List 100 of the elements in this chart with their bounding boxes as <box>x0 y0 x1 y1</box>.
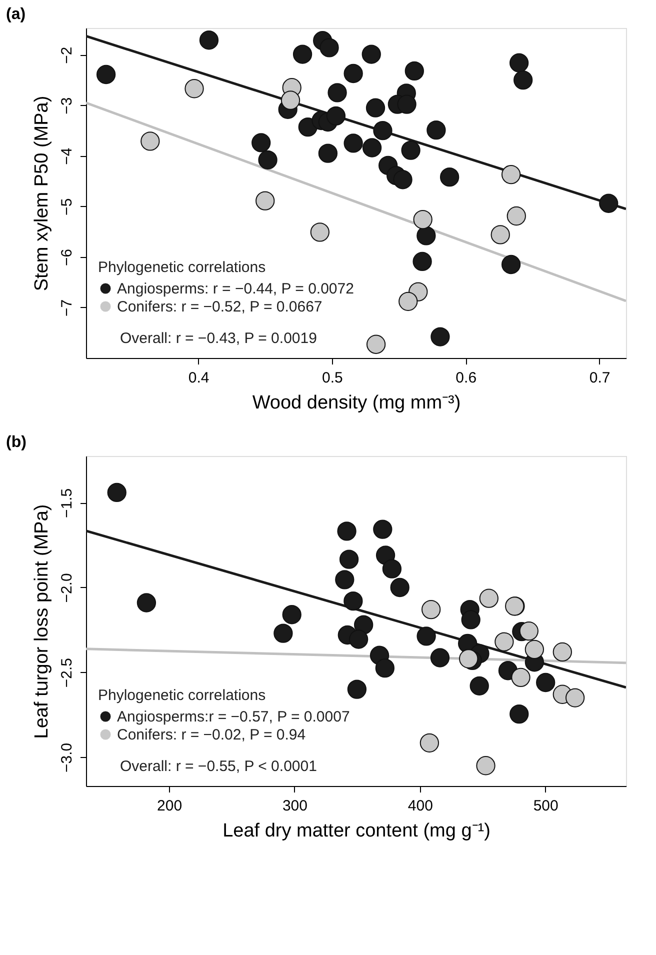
point <box>524 640 544 659</box>
y-tick-label: −7 <box>58 299 76 317</box>
point <box>421 600 441 620</box>
point <box>362 44 381 64</box>
point <box>344 134 363 153</box>
point <box>510 704 529 724</box>
point <box>335 570 354 590</box>
point <box>390 578 410 598</box>
point <box>430 648 450 668</box>
point <box>494 632 514 652</box>
y-tick-label: −3.0 <box>58 742 76 772</box>
point <box>382 559 402 578</box>
point <box>274 624 293 643</box>
y-tick-label: −4 <box>58 148 76 165</box>
point <box>107 482 126 502</box>
point <box>140 132 160 151</box>
point <box>513 70 533 90</box>
y-tick-label: −2.5 <box>58 658 76 688</box>
point <box>184 79 204 98</box>
point <box>362 138 382 158</box>
point <box>461 610 480 630</box>
point <box>393 170 412 190</box>
point <box>344 592 363 611</box>
x-tick-label: 0.7 <box>589 370 610 386</box>
point <box>326 106 346 126</box>
point <box>470 676 489 696</box>
point <box>318 144 338 163</box>
point <box>426 120 446 140</box>
x-tick-label: 200 <box>157 798 182 814</box>
point <box>366 98 386 118</box>
y-tick-label: −3 <box>58 97 76 114</box>
point <box>476 756 496 776</box>
point <box>339 550 359 569</box>
chart-title: (b) <box>6 434 26 451</box>
legend-title: Phylogenetic correlations <box>98 687 266 704</box>
point <box>310 222 330 242</box>
point <box>375 658 394 678</box>
point <box>398 292 418 311</box>
point <box>282 605 302 624</box>
legend-label: Conifers: r = −0.52, P = 0.0667 <box>117 298 322 316</box>
point <box>501 254 521 274</box>
x-tick-label: 0.6 <box>456 370 477 386</box>
point <box>397 94 416 114</box>
point <box>256 191 275 210</box>
point <box>96 64 116 84</box>
x-tick-label: 0.5 <box>322 370 343 386</box>
point <box>506 206 526 226</box>
point <box>599 194 618 213</box>
point <box>511 668 530 687</box>
x-axis-title: Leaf dry matter content (mg g⁻¹) <box>222 820 490 842</box>
point <box>404 61 424 81</box>
point <box>519 622 538 641</box>
point <box>440 168 460 187</box>
point <box>552 642 572 662</box>
point <box>328 83 347 102</box>
y-tick-label: −2 <box>58 46 76 64</box>
chart-title: (a) <box>6 6 26 23</box>
point <box>258 150 278 170</box>
point <box>412 252 432 272</box>
point <box>416 626 436 646</box>
annotation: Overall: r = −0.55, P < 0.0001 <box>120 758 317 775</box>
point <box>490 225 510 244</box>
point <box>413 210 432 230</box>
point <box>401 140 420 160</box>
point <box>416 226 436 246</box>
point <box>344 64 363 84</box>
y-axis-title: Leaf turgor loss point (MPa) <box>32 504 52 739</box>
y-tick-label: −5 <box>58 198 76 216</box>
x-axis-title: Wood density (mg mm⁻³) <box>252 392 461 414</box>
point <box>373 121 392 140</box>
x-tick-label: 500 <box>533 798 558 814</box>
point <box>199 30 219 50</box>
y-tick-label: −2.0 <box>58 573 76 603</box>
point <box>420 733 440 752</box>
x-tick-label: 400 <box>408 798 433 814</box>
x-tick-label: 0.4 <box>188 370 210 386</box>
legend-label: Angiosperms:r = −0.57, P = 0.0007 <box>117 708 350 726</box>
point <box>280 90 300 110</box>
y-tick-label: −1.5 <box>58 488 76 518</box>
point <box>501 164 521 184</box>
legend-label: Angiosperms: r = −0.44, P = 0.0072 <box>117 280 354 298</box>
legend-label: Conifers: r = −0.02, P = 0.94 <box>117 726 306 744</box>
annotation: Overall: r = −0.43, P = 0.0019 <box>120 330 317 347</box>
point <box>347 680 367 699</box>
point <box>337 522 356 541</box>
point <box>320 38 339 58</box>
point <box>252 133 271 152</box>
point <box>430 327 450 346</box>
point <box>536 672 556 692</box>
legend-title: Phylogenetic correlations <box>98 259 266 276</box>
point <box>292 44 312 64</box>
point <box>565 688 585 708</box>
point <box>458 649 478 668</box>
x-tick-label: 300 <box>282 798 308 814</box>
point <box>373 520 392 539</box>
point <box>348 630 368 649</box>
point <box>366 334 386 354</box>
point <box>136 593 156 612</box>
y-tick-label: −6 <box>58 248 76 266</box>
y-axis-title: Stem xylem P50 (MPa) <box>32 96 52 292</box>
